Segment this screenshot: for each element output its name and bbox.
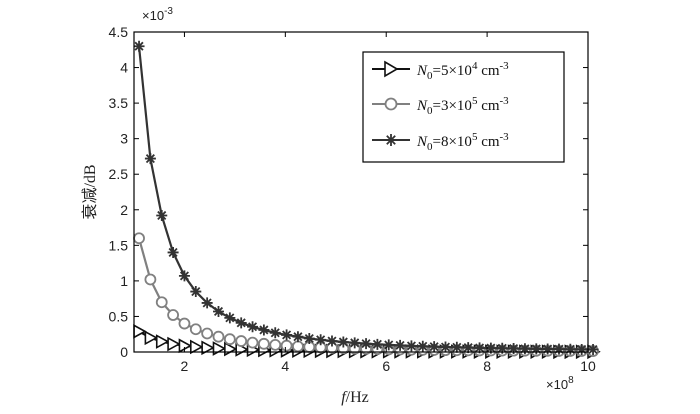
- data-point: [485, 342, 497, 354]
- data-point: [530, 343, 542, 355]
- data-point: [383, 339, 395, 351]
- data-point: [337, 336, 349, 348]
- y-tick-label: 2: [120, 202, 128, 218]
- legend: N0=5×104 cm-3 N0=3×105 cm-3 N0=8×105 cm-…: [362, 51, 565, 163]
- y-tick-label: 0: [120, 344, 128, 360]
- data-point: [281, 329, 293, 341]
- data-point: [212, 305, 224, 317]
- data-point: [564, 343, 576, 355]
- data-point: [439, 341, 451, 353]
- svg-text:N0=3×105 cm-3: N0=3×105 cm-3: [416, 95, 509, 117]
- legend-entry-3: N0=8×105 cm-3: [372, 131, 509, 153]
- data-point: [167, 309, 179, 321]
- y-tick-label: 1: [120, 273, 128, 289]
- data-point: [155, 334, 170, 349]
- legend-entry-2: N0=3×105 cm-3: [372, 95, 509, 117]
- data-point: [587, 344, 599, 356]
- data-point: [349, 337, 361, 349]
- data-point: [246, 336, 259, 349]
- data-point: [405, 340, 417, 352]
- data-point: [371, 338, 383, 350]
- data-point: [315, 334, 327, 346]
- y-tick-label: 3: [120, 131, 128, 147]
- y-tick-label: 4.5: [109, 24, 129, 40]
- data-point: [133, 40, 145, 52]
- data-point: [144, 273, 157, 286]
- data-point: [223, 333, 236, 346]
- data-point: [201, 340, 215, 356]
- svg-text:N0=8×105 cm-3: N0=8×105 cm-3: [416, 131, 509, 153]
- data-point: [326, 335, 338, 347]
- data-point: [292, 340, 304, 353]
- data-point: [224, 312, 236, 324]
- data-point: [496, 342, 508, 354]
- x-axis-label: f/Hz: [341, 389, 369, 406]
- x-multiplier: ×108: [546, 375, 574, 392]
- legend-marker-asterisk: [385, 134, 397, 146]
- legend-entry-1: N0=5×104 cm-3: [372, 60, 509, 82]
- data-point: [417, 340, 429, 352]
- data-point: [167, 336, 181, 352]
- data-point: [212, 330, 225, 343]
- data-point: [303, 332, 315, 344]
- x-tick-label: 6: [382, 358, 390, 374]
- data-point: [394, 339, 406, 351]
- data-point: [190, 286, 202, 298]
- data-point: [553, 343, 565, 355]
- data-point: [235, 335, 248, 347]
- x-tick-label: 8: [483, 358, 491, 374]
- data-point: [144, 330, 159, 346]
- data-point: [156, 209, 168, 221]
- data-point: [360, 338, 372, 350]
- series-3: [133, 40, 599, 356]
- data-point: [269, 327, 281, 339]
- y-tick-label: 0.5: [109, 308, 129, 324]
- data-point: [155, 296, 168, 309]
- y-multiplier: ×10-3: [142, 6, 173, 23]
- legend-marker-circle: [384, 97, 398, 111]
- y-tick-label: 3.5: [109, 95, 129, 111]
- data-point: [576, 343, 588, 355]
- data-point: [257, 337, 270, 350]
- data-point: [178, 270, 190, 282]
- y-tick-label: 2.5: [109, 166, 129, 182]
- data-point: [269, 338, 282, 351]
- data-point: [542, 343, 554, 355]
- data-point: [508, 343, 520, 355]
- data-point: [258, 324, 270, 336]
- y-axis-label: 衰减/dB: [81, 164, 99, 219]
- data-point: [462, 342, 474, 354]
- data-point: [235, 317, 247, 329]
- data-point: [428, 341, 440, 353]
- plot-frame: [133, 31, 589, 353]
- data-point: [280, 339, 293, 352]
- data-point: [247, 321, 259, 333]
- svg-text:N0=5×104 cm-3: N0=5×104 cm-3: [416, 60, 509, 82]
- x-tick-label: 2: [181, 358, 189, 374]
- data-point: [474, 342, 486, 354]
- data-point: [189, 323, 202, 336]
- data-point: [292, 331, 304, 343]
- data-point: [201, 297, 213, 309]
- y-tick-label: 4: [120, 60, 128, 76]
- data-point: [167, 246, 179, 258]
- data-point: [189, 339, 204, 355]
- data-point: [178, 317, 191, 330]
- legend-marker-triangle: [384, 60, 399, 78]
- x-tick-label: 10: [580, 358, 596, 374]
- x-tick-label: 4: [281, 358, 289, 374]
- data-point: [133, 232, 145, 245]
- data-point: [519, 343, 531, 355]
- data-point: [201, 327, 214, 340]
- y-tick-label: 1.5: [109, 237, 129, 253]
- axes: 2 4 6 8 10 0 0.5 1 1.5 2 2.5 3 3.5 4 4.5: [109, 24, 596, 374]
- data-point: [451, 341, 463, 353]
- data-point: [144, 153, 156, 165]
